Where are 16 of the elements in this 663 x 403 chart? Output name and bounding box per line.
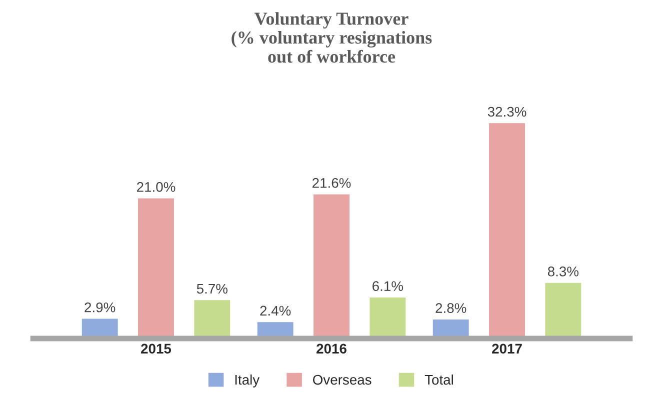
data-label: 2.4% [260, 306, 291, 316]
data-label: 8.3% [548, 266, 578, 276]
data-label: 5.7% [196, 284, 228, 294]
data-label: 21.0% [137, 182, 176, 192]
legend-label: Italy [235, 374, 260, 388]
data-label: 2.8% [436, 303, 466, 313]
legend-label: Total [424, 374, 453, 385]
legend-label: Overseas [313, 374, 372, 385]
x-tick-label: 2016 [316, 344, 346, 354]
x-tick-label: 2017 [492, 344, 522, 354]
data-label: 2.9% [84, 302, 116, 312]
x-tick-label: 2015 [141, 344, 172, 354]
data-label: 21.6% [312, 178, 351, 188]
chart-title: Voluntary Turnover (% voluntary resignations out of workforce [232, 12, 432, 63]
data-label: 6.1% [372, 281, 403, 292]
data-label: 32.3% [488, 106, 526, 117]
